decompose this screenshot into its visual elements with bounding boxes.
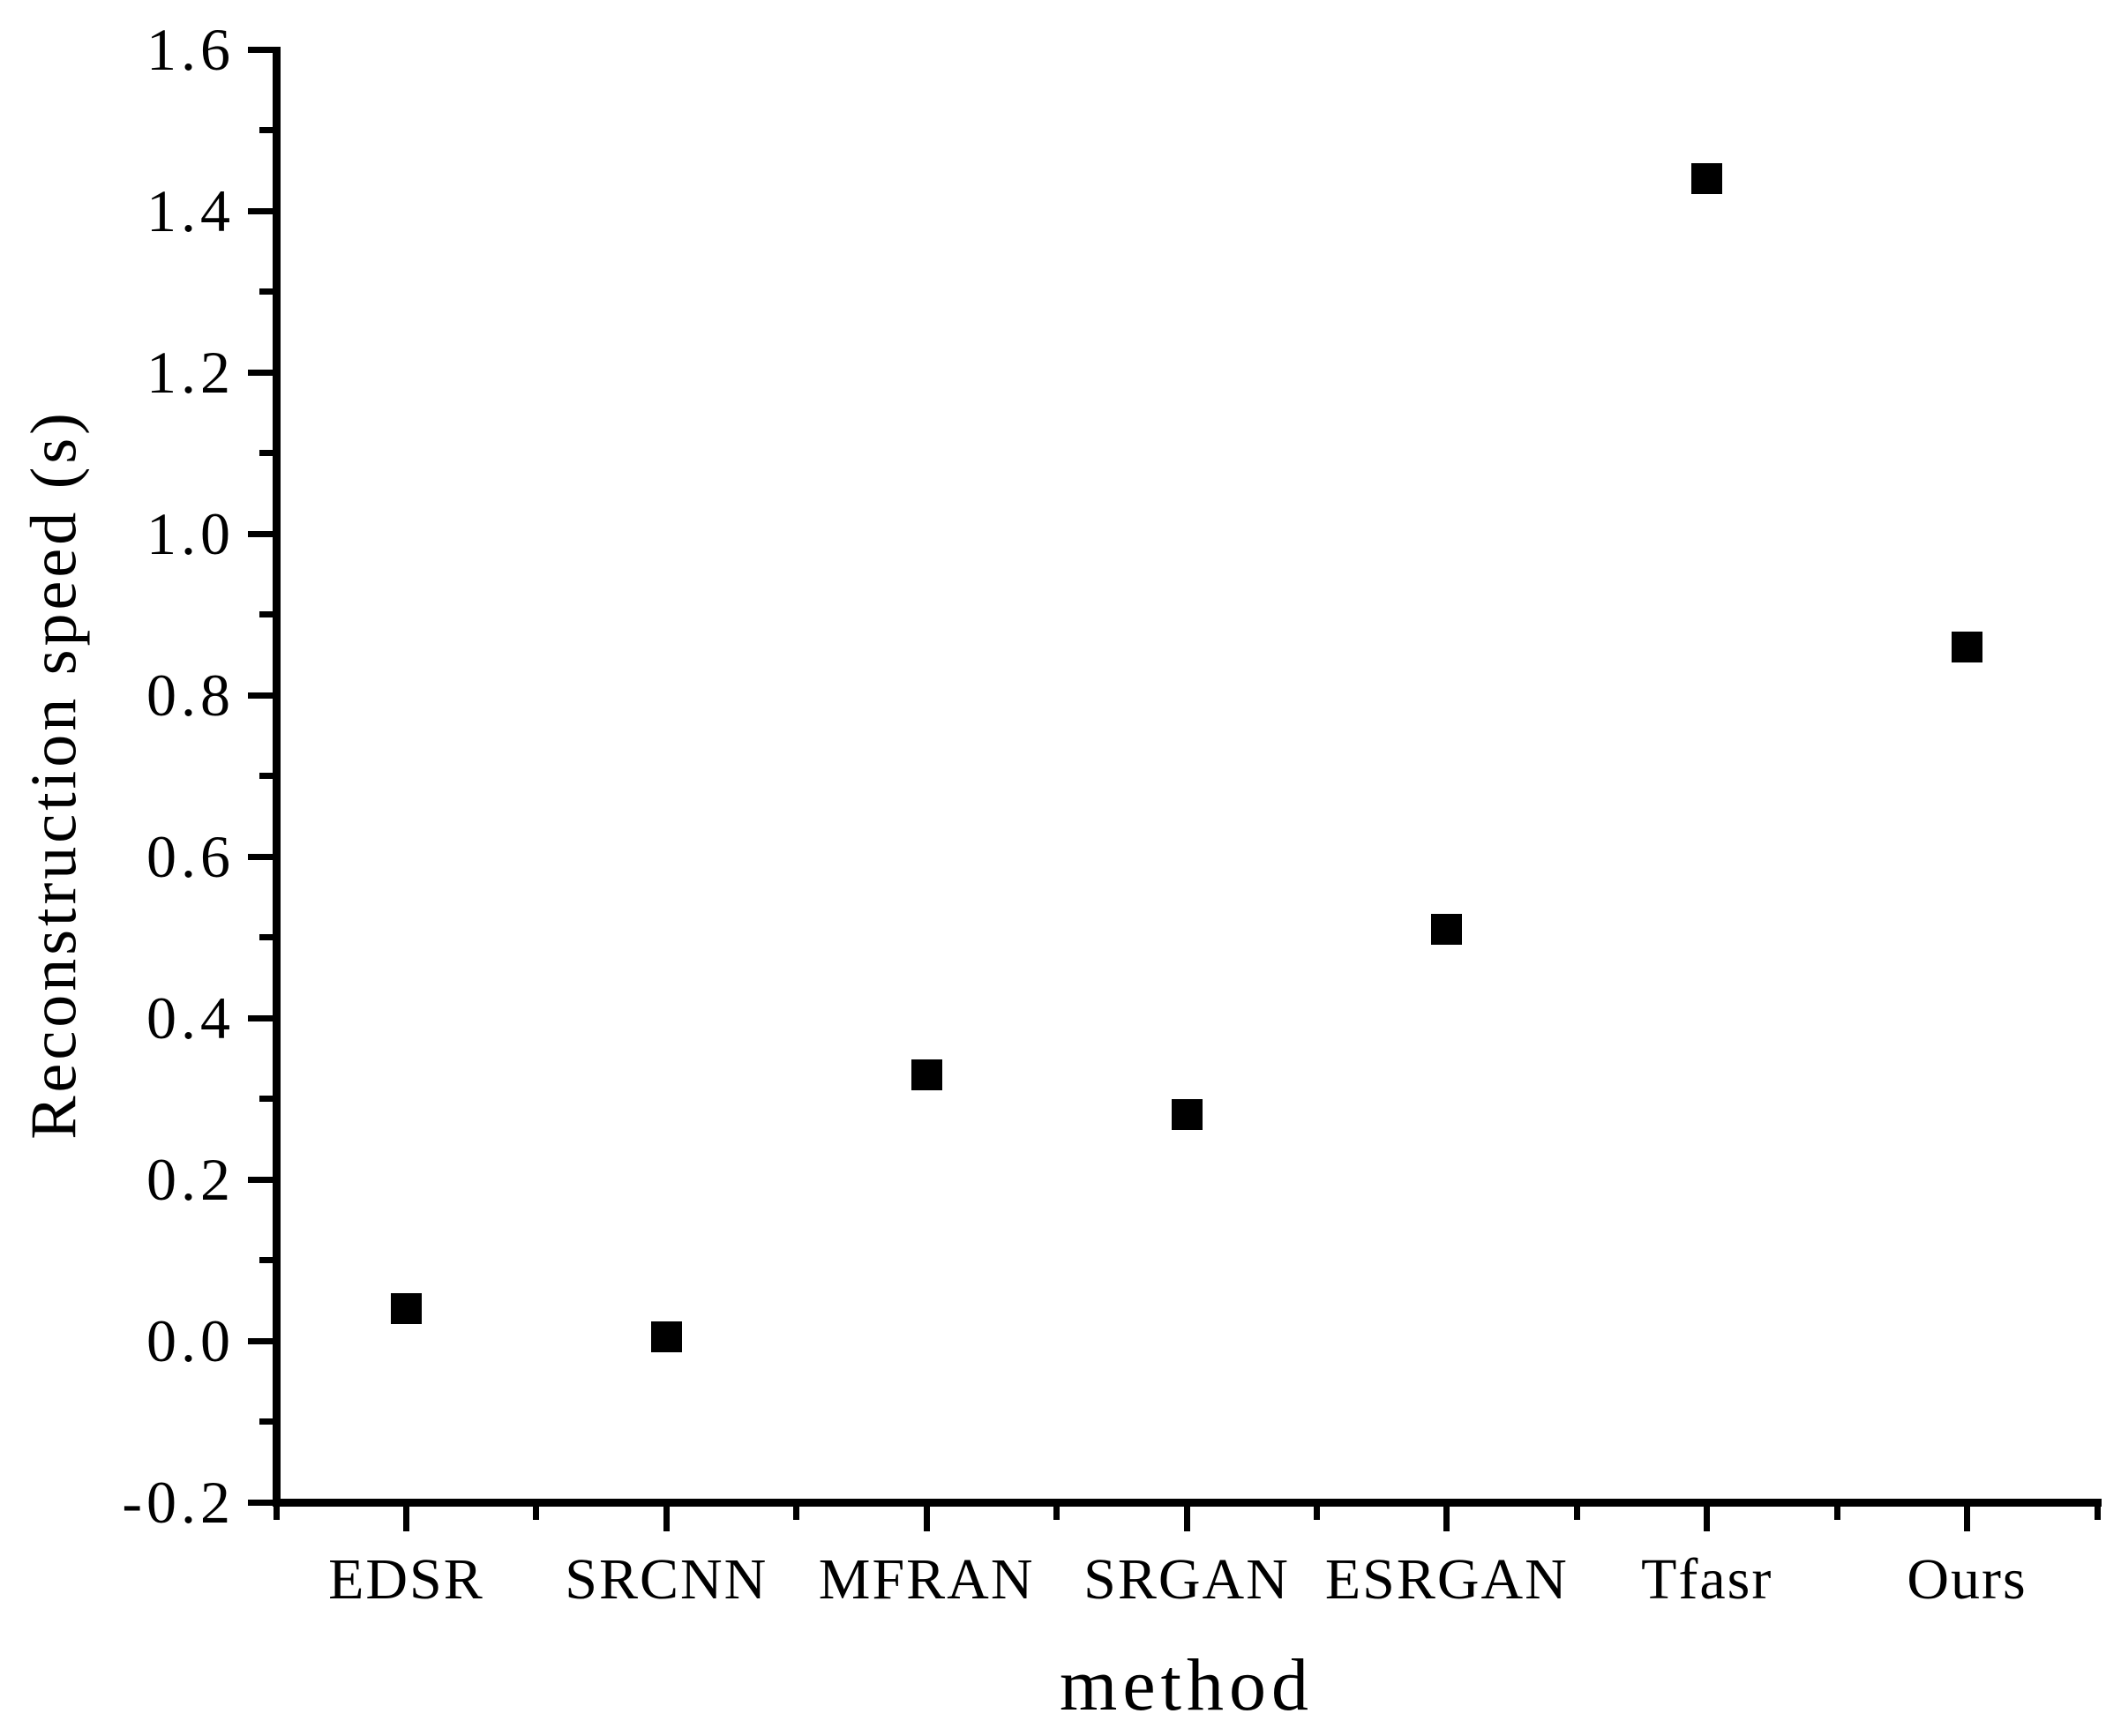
- data-point-marker: [390, 1292, 422, 1324]
- y-major-tick: [247, 1014, 273, 1021]
- y-major-tick: [247, 1337, 273, 1344]
- y-minor-tick: [259, 1257, 273, 1263]
- y-minor-tick: [259, 1096, 273, 1102]
- y-tick-label: 1.2: [146, 339, 235, 406]
- y-minor-tick: [259, 773, 273, 779]
- x-minor-tick: [2094, 1506, 2101, 1520]
- x-tick-label: SRGAN: [1083, 1547, 1290, 1612]
- x-tick-label: SRCNN: [565, 1547, 768, 1612]
- data-point-marker: [1431, 913, 1463, 945]
- y-minor-tick: [259, 611, 273, 617]
- data-point-marker: [650, 1321, 682, 1352]
- x-tick-label: EDSR: [328, 1547, 484, 1612]
- y-axis-line: [272, 46, 281, 1507]
- y-tick-label: 0.8: [146, 662, 235, 729]
- x-tick-label: Ours: [1907, 1547, 2027, 1612]
- x-tick-label: ESRGAN: [1324, 1547, 1569, 1612]
- y-major-tick: [247, 207, 273, 214]
- y-major-tick: [247, 692, 273, 699]
- x-tick-label: MFRAN: [818, 1547, 1035, 1612]
- y-minor-tick: [259, 1418, 273, 1425]
- x-minor-tick: [1313, 1506, 1320, 1520]
- y-minor-tick: [259, 288, 273, 295]
- x-minor-tick: [1053, 1506, 1060, 1520]
- y-tick-label: 0.6: [146, 823, 235, 890]
- x-major-tick: [1964, 1506, 1971, 1531]
- y-minor-tick: [259, 450, 273, 456]
- y-tick-label: 0.0: [146, 1307, 235, 1374]
- x-tick-label: Tfasr: [1641, 1547, 1773, 1612]
- y-tick-label: 1.0: [146, 500, 235, 567]
- y-tick-label: 0.4: [146, 984, 235, 1051]
- y-tick-label: 1.6: [146, 16, 235, 83]
- data-point-marker: [1952, 631, 1983, 662]
- data-point-marker: [1171, 1099, 1203, 1131]
- x-minor-tick: [273, 1506, 280, 1520]
- data-point-marker: [911, 1059, 942, 1090]
- x-major-tick: [1183, 1506, 1190, 1531]
- x-minor-tick: [1573, 1506, 1580, 1520]
- x-major-tick: [402, 1506, 409, 1531]
- x-minor-tick: [533, 1506, 540, 1520]
- y-major-tick: [247, 1499, 273, 1506]
- y-minor-tick: [259, 127, 273, 133]
- x-major-tick: [663, 1506, 670, 1531]
- data-point-marker: [1691, 162, 1723, 194]
- x-axis-line: [272, 1498, 2102, 1507]
- x-axis-title: method: [1060, 1644, 1314, 1726]
- y-major-tick: [247, 1176, 273, 1183]
- y-tick-label: -0.2: [122, 1469, 235, 1536]
- x-major-tick: [1443, 1506, 1450, 1531]
- x-major-tick: [1704, 1506, 1711, 1531]
- y-minor-tick: [259, 934, 273, 940]
- y-tick-label: 0.2: [146, 1146, 235, 1213]
- x-minor-tick: [1833, 1506, 1840, 1520]
- y-major-tick: [247, 853, 273, 860]
- y-major-tick: [247, 369, 273, 376]
- y-major-tick: [247, 46, 273, 53]
- y-major-tick: [247, 530, 273, 537]
- y-tick-label: 1.4: [146, 177, 235, 244]
- x-major-tick: [923, 1506, 930, 1531]
- x-minor-tick: [793, 1506, 800, 1520]
